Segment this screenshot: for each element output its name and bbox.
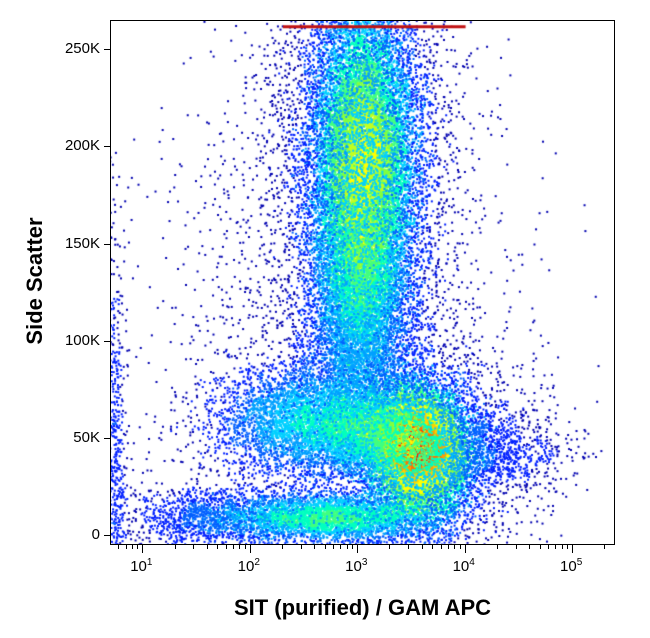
x-minor-tick [245, 545, 246, 549]
y-tick [104, 341, 110, 342]
flow-cytometry-plot: Side Scatter SIT (purified) / GAM APC 0 5… [0, 0, 650, 638]
x-minor-tick [217, 545, 218, 549]
x-tick [357, 545, 358, 553]
scatter-canvas [111, 21, 615, 545]
x-minor-tick [282, 545, 283, 549]
y-tick [104, 535, 110, 536]
x-minor-tick [497, 545, 498, 549]
x-minor-tick [548, 545, 549, 549]
y-tick-label: 50K [73, 429, 100, 446]
y-tick-label: 150K [65, 235, 100, 252]
x-minor-tick [448, 545, 449, 549]
y-axis-label: Side Scatter [22, 201, 48, 361]
x-minor-tick [126, 545, 127, 549]
x-tick-label: 104 [453, 557, 475, 575]
y-tick-label: 100K [65, 332, 100, 349]
x-tick [142, 545, 143, 553]
x-minor-tick [516, 545, 517, 549]
x-tick-label: 101 [130, 557, 152, 575]
x-tick-label: 105 [560, 557, 582, 575]
x-minor-tick [301, 545, 302, 549]
x-minor-tick [347, 545, 348, 549]
x-minor-tick [325, 545, 326, 549]
x-minor-tick [408, 545, 409, 549]
x-minor-tick [239, 545, 240, 549]
x-tick [250, 545, 251, 553]
x-minor-tick [226, 545, 227, 549]
x-tick [572, 545, 573, 553]
plot-area [110, 20, 615, 545]
x-tick-label: 103 [345, 557, 367, 575]
x-minor-tick [314, 545, 315, 549]
x-minor-tick [555, 545, 556, 549]
y-tick [104, 146, 110, 147]
x-minor-tick [540, 545, 541, 549]
x-axis-label: SIT (purified) / GAM APC [110, 595, 615, 621]
x-minor-tick [432, 545, 433, 549]
y-tick [104, 244, 110, 245]
x-minor-tick [422, 545, 423, 549]
x-minor-tick [193, 545, 194, 549]
x-minor-tick [137, 545, 138, 549]
x-tick-label: 102 [238, 557, 260, 575]
x-minor-tick [562, 545, 563, 549]
y-tick-label: 250K [65, 40, 100, 57]
x-minor-tick [529, 545, 530, 549]
x-minor-tick [454, 545, 455, 549]
x-minor-tick [441, 545, 442, 549]
y-tick-label: 200K [65, 137, 100, 154]
y-tick [104, 49, 110, 50]
x-tick [465, 545, 466, 553]
x-minor-tick [233, 545, 234, 549]
x-minor-tick [567, 545, 568, 549]
x-minor-tick [352, 545, 353, 549]
y-tick [104, 438, 110, 439]
x-minor-tick [389, 545, 390, 549]
x-minor-tick [132, 545, 133, 549]
x-minor-tick [460, 545, 461, 549]
x-minor-tick [207, 545, 208, 549]
y-tick-label: 0 [92, 526, 100, 543]
x-minor-tick [333, 545, 334, 549]
x-minor-tick [340, 545, 341, 549]
x-minor-tick [118, 545, 119, 549]
x-minor-tick [175, 545, 176, 549]
x-minor-tick [604, 545, 605, 549]
